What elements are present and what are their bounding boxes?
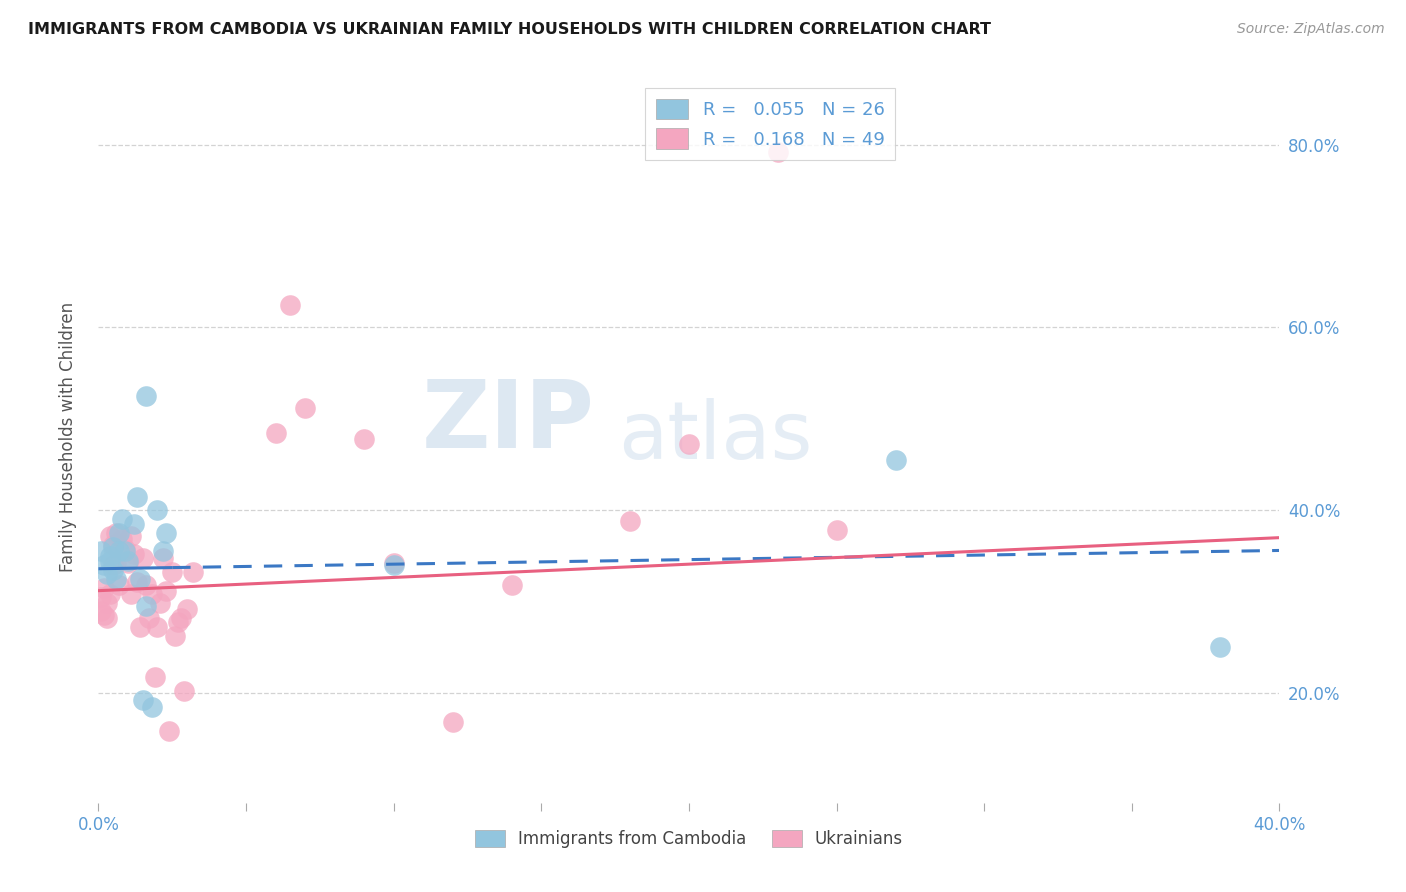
Point	[170, 611, 193, 625]
Point	[93, 581, 115, 595]
Point	[114, 541, 136, 556]
Point	[155, 583, 177, 598]
Point	[382, 556, 405, 570]
Point	[884, 453, 907, 467]
Point	[152, 550, 174, 565]
Point	[111, 512, 134, 526]
Point	[103, 538, 125, 552]
Point	[90, 590, 112, 604]
Point	[143, 670, 166, 684]
Point	[135, 599, 157, 614]
Point	[766, 145, 789, 159]
Point	[108, 544, 131, 558]
Point	[96, 567, 118, 582]
Point	[114, 544, 136, 558]
Text: Source: ZipAtlas.com: Source: ZipAtlas.com	[1237, 22, 1385, 37]
Point	[117, 556, 139, 570]
Point	[98, 587, 121, 601]
Point	[117, 553, 139, 567]
Point	[501, 578, 523, 592]
Point	[264, 425, 287, 440]
Point	[93, 558, 115, 573]
Point	[135, 389, 157, 403]
Point	[125, 574, 148, 589]
Point	[90, 544, 112, 558]
Point	[96, 611, 118, 625]
Point	[135, 578, 157, 592]
Point	[132, 550, 155, 565]
Point	[93, 608, 115, 623]
Point	[149, 597, 172, 611]
Point	[146, 620, 169, 634]
Point	[103, 558, 125, 573]
Point	[105, 572, 128, 586]
Point	[619, 514, 641, 528]
Point	[111, 533, 134, 547]
Y-axis label: Family Households with Children: Family Households with Children	[59, 302, 77, 572]
Point	[90, 604, 112, 618]
Point	[96, 597, 118, 611]
Text: IMMIGRANTS FROM CAMBODIA VS UKRAINIAN FAMILY HOUSEHOLDS WITH CHILDREN CORRELATIO: IMMIGRANTS FROM CAMBODIA VS UKRAINIAN FA…	[28, 22, 991, 37]
Point	[132, 693, 155, 707]
Point	[138, 611, 160, 625]
Point	[167, 615, 190, 629]
Point	[181, 566, 204, 580]
Point	[280, 297, 302, 311]
Point	[162, 566, 183, 580]
Point	[155, 526, 177, 541]
Point	[678, 437, 700, 451]
Point	[382, 558, 405, 573]
Point	[103, 540, 125, 554]
Point	[1209, 640, 1232, 655]
Point	[165, 629, 187, 643]
Point	[152, 544, 174, 558]
Point	[98, 529, 121, 543]
Point	[120, 529, 142, 543]
Point	[125, 490, 148, 504]
Point	[98, 553, 121, 567]
Point	[441, 715, 464, 730]
Point	[105, 526, 128, 541]
Point	[108, 578, 131, 592]
Point	[157, 724, 180, 739]
Text: atlas: atlas	[619, 398, 813, 476]
Legend: Immigrants from Cambodia, Ukrainians: Immigrants from Cambodia, Ukrainians	[467, 822, 911, 856]
Point	[173, 684, 195, 698]
Point	[122, 516, 145, 531]
Point	[105, 556, 128, 570]
Point	[128, 572, 150, 586]
Point	[120, 587, 142, 601]
Point	[141, 699, 163, 714]
Point	[176, 602, 198, 616]
Point	[108, 526, 131, 541]
Point	[128, 620, 150, 634]
Point	[141, 587, 163, 601]
Text: ZIP: ZIP	[422, 376, 595, 468]
Point	[103, 563, 125, 577]
Point	[825, 524, 848, 538]
Point	[294, 401, 316, 415]
Point	[353, 432, 375, 446]
Point	[146, 503, 169, 517]
Point	[122, 547, 145, 561]
Point	[98, 549, 121, 563]
